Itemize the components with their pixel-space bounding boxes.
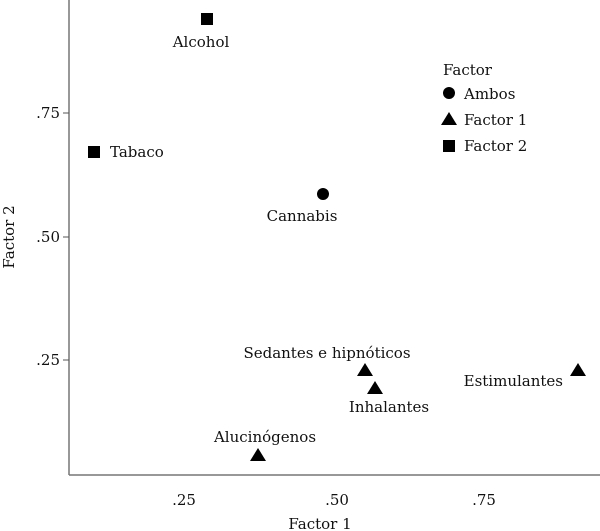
triangle-marker-icon <box>570 363 586 376</box>
svg-text:Alcohol: Alcohol <box>172 33 230 51</box>
point-cannabis: Cannabis <box>267 188 338 225</box>
triangle-legend-icon <box>441 112 457 125</box>
x-tick-label: .50 <box>325 491 349 509</box>
svg-text:Sedantes e hipnóticos: Sedantes e hipnóticos <box>243 344 410 362</box>
legend-entry: Ambos <box>463 85 515 103</box>
point-inhalantes: Inhalantes <box>349 381 429 416</box>
y-tick-label: .75 <box>36 104 60 122</box>
point-estimulantes: Estimulantes <box>464 363 586 390</box>
point-sedantes: Sedantes e hipnóticos <box>243 344 411 376</box>
legend: Factor Ambos Factor 1 Factor 2 <box>441 61 527 155</box>
legend-entry: Factor 2 <box>464 137 527 155</box>
svg-text:Estimulantes: Estimulantes <box>464 372 563 390</box>
y-tick-label: .50 <box>36 228 60 246</box>
y-tick-label: .25 <box>36 351 60 369</box>
svg-text:Cannabis: Cannabis <box>267 207 338 225</box>
x-tick-label: .75 <box>472 491 496 509</box>
svg-text:Alucinógenos: Alucinógenos <box>213 428 316 446</box>
legend-entry: Factor 1 <box>464 111 527 129</box>
point-alcohol: Alcohol <box>172 13 230 51</box>
svg-text:Inhalantes: Inhalantes <box>349 398 429 416</box>
triangle-marker-icon <box>250 448 266 461</box>
circle-marker-icon <box>317 188 329 200</box>
square-legend-icon <box>443 140 455 152</box>
triangle-marker-icon <box>367 381 383 394</box>
square-marker-icon <box>88 146 100 158</box>
x-tick-label: .25 <box>172 491 196 509</box>
x-axis-title: Factor 1 <box>288 515 351 531</box>
triangle-marker-icon <box>357 363 373 376</box>
point-tabaco: Tabaco <box>88 143 164 161</box>
svg-text:Tabaco: Tabaco <box>110 143 164 161</box>
point-alucinogenos: Alucinógenos <box>213 428 316 461</box>
circle-legend-icon <box>443 87 455 99</box>
legend-title: Factor <box>443 61 493 79</box>
y-axis-title: Factor 2 <box>0 205 18 268</box>
square-marker-icon <box>201 13 213 25</box>
